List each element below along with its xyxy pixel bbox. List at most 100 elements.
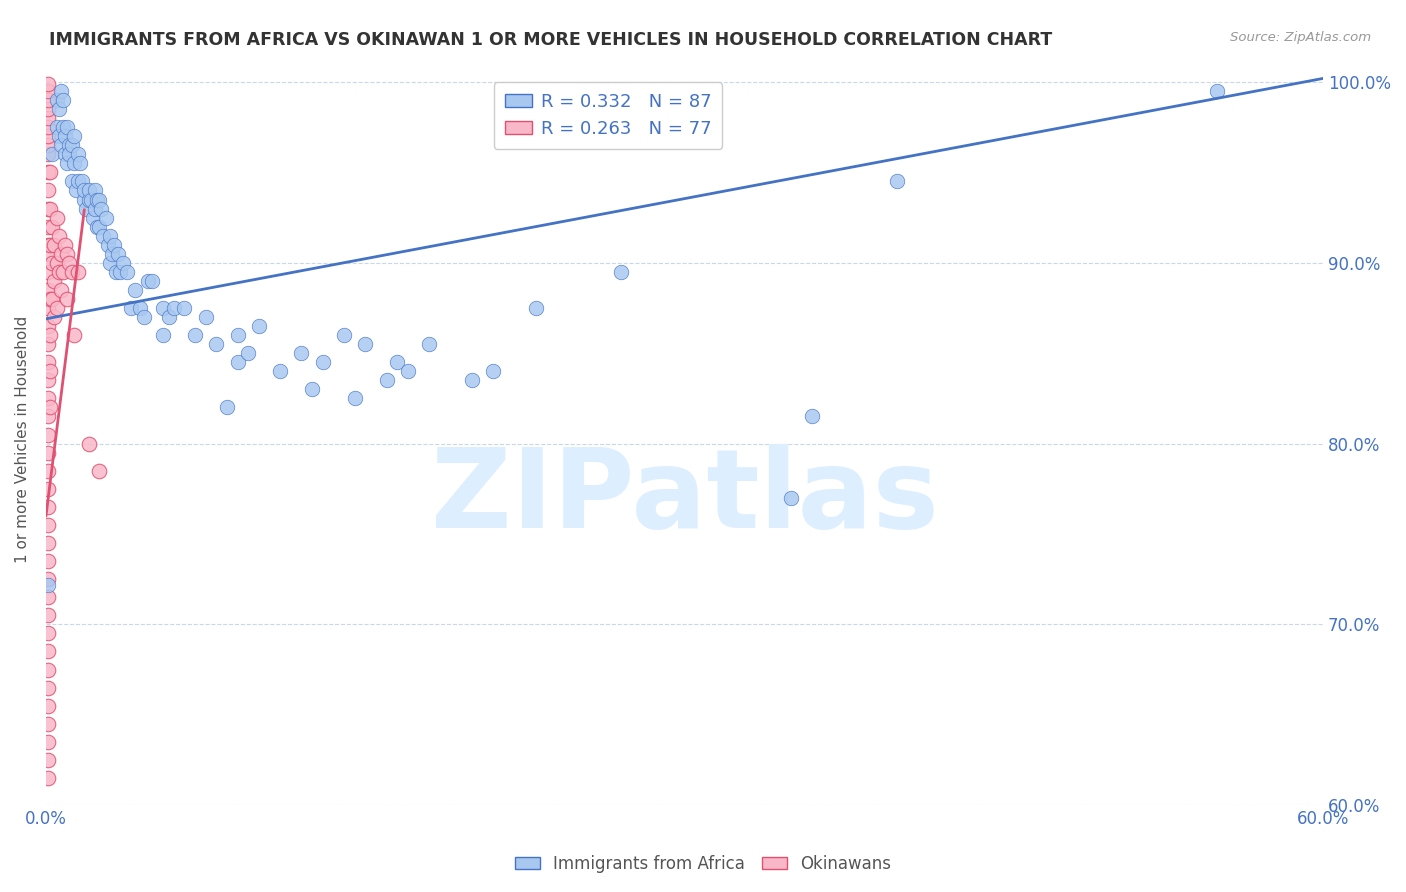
Point: [48, 102, 70, 116]
Point: [132, 310, 155, 324]
Point: [37, 464, 59, 478]
Point: [86, 219, 108, 234]
Point: [37, 319, 59, 334]
Point: [37, 753, 59, 767]
Point: [37, 572, 59, 586]
Point: [37, 84, 59, 98]
Point: [120, 301, 142, 315]
Point: [354, 337, 377, 351]
Point: [37, 147, 59, 161]
Point: [89, 193, 111, 207]
Point: [111, 256, 134, 270]
Point: [105, 265, 128, 279]
Point: [62, 129, 84, 144]
Point: [37, 392, 59, 406]
Point: [115, 265, 138, 279]
Point: [886, 174, 908, 188]
Point: [56, 246, 79, 260]
Point: [238, 346, 260, 360]
Point: [37, 111, 59, 125]
Point: [524, 301, 547, 315]
Point: [60, 138, 83, 153]
Point: [205, 337, 228, 351]
Point: [97, 237, 120, 252]
Point: [44, 310, 66, 324]
Point: [77, 184, 100, 198]
Point: [56, 156, 79, 170]
Point: [152, 328, 174, 343]
Point: [37, 120, 59, 135]
Point: [37, 445, 59, 459]
Point: [41, 292, 63, 306]
Point: [37, 301, 59, 315]
Point: [163, 301, 186, 315]
Point: [44, 237, 66, 252]
Point: [58, 256, 80, 270]
Point: [37, 355, 59, 369]
Point: [39, 237, 62, 252]
Point: [60, 265, 83, 279]
Point: [53, 129, 76, 144]
Point: [48, 265, 70, 279]
Point: [136, 274, 159, 288]
Point: [37, 265, 59, 279]
Point: [375, 373, 398, 387]
Point: [65, 184, 87, 198]
Point: [49, 283, 72, 297]
Point: [77, 436, 100, 450]
Point: [39, 292, 62, 306]
Point: [37, 536, 59, 550]
Point: [301, 382, 323, 396]
Point: [609, 265, 631, 279]
Point: [75, 202, 97, 216]
Point: [37, 608, 59, 623]
Point: [98, 228, 121, 243]
Point: [52, 120, 75, 135]
Point: [39, 328, 62, 343]
Point: [37, 591, 59, 605]
Point: [94, 211, 117, 225]
Point: [1205, 84, 1227, 98]
Point: [39, 202, 62, 216]
Point: [37, 219, 59, 234]
Point: [37, 337, 59, 351]
Point: [128, 301, 150, 315]
Point: [37, 77, 59, 91]
Point: [70, 174, 93, 188]
Point: [41, 219, 63, 234]
Point: [37, 735, 59, 749]
Point: [269, 364, 291, 378]
Point: [45, 256, 67, 270]
Point: [84, 202, 107, 216]
Point: [37, 771, 59, 785]
Point: [780, 491, 803, 505]
Point: [89, 219, 111, 234]
Point: [37, 202, 59, 216]
Point: [173, 301, 195, 315]
Point: [226, 328, 249, 343]
Text: ZIPatlas: ZIPatlas: [430, 444, 938, 551]
Point: [290, 346, 312, 360]
Legend: Immigrants from Africa, Okinawans: Immigrants from Africa, Okinawans: [508, 848, 898, 880]
Point: [49, 84, 72, 98]
Point: [37, 237, 59, 252]
Point: [37, 517, 59, 532]
Text: IMMIGRANTS FROM AFRICA VS OKINAWAN 1 OR MORE VEHICLES IN HOUSEHOLD CORRELATION C: IMMIGRANTS FROM AFRICA VS OKINAWAN 1 OR …: [49, 31, 1053, 49]
Point: [37, 138, 59, 153]
Point: [66, 174, 89, 188]
Point: [53, 237, 76, 252]
Point: [37, 93, 59, 107]
Point: [801, 409, 824, 424]
Point: [39, 364, 62, 378]
Point: [184, 328, 207, 343]
Point: [37, 184, 59, 198]
Point: [45, 301, 67, 315]
Legend: R = 0.332   N = 87, R = 0.263   N = 77: R = 0.332 N = 87, R = 0.263 N = 77: [494, 82, 723, 149]
Point: [84, 184, 107, 198]
Point: [58, 147, 80, 161]
Point: [110, 265, 132, 279]
Point: [48, 129, 70, 144]
Point: [37, 427, 59, 442]
Point: [66, 265, 89, 279]
Point: [39, 401, 62, 415]
